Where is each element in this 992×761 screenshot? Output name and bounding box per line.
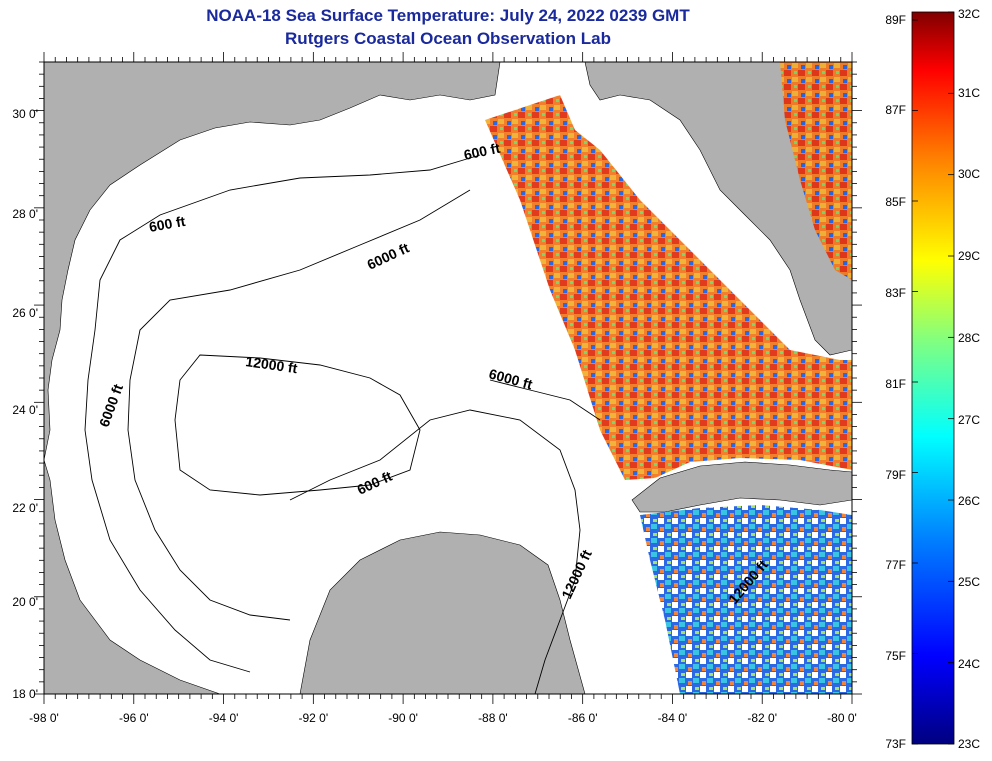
colorbar-f-label: 83F bbox=[885, 286, 906, 300]
lon-label: -88 0' bbox=[478, 711, 508, 725]
colorbar-f-label: 77F bbox=[885, 558, 906, 572]
colorbar-c-label: 27C bbox=[958, 413, 980, 427]
colorbar-c-label: 25C bbox=[958, 575, 980, 589]
lon-label: -80 0' bbox=[827, 711, 857, 725]
colorbar-c-label: 23C bbox=[958, 737, 980, 751]
lon-label: -94 0' bbox=[209, 711, 239, 725]
colorbar-f-label: 75F bbox=[885, 649, 906, 663]
lon-label: -96 0' bbox=[119, 711, 149, 725]
colorbar-f-label: 79F bbox=[885, 468, 906, 482]
lat-label: 20 0' bbox=[12, 595, 38, 609]
contour-label-600ft-north: 600 ft bbox=[462, 140, 501, 163]
colorbar-c-label: 28C bbox=[958, 331, 980, 345]
lat-label: 18 0' bbox=[12, 687, 38, 701]
colorbar-fahrenheit-labels: 89F 87F 85F 83F 81F 79F 77F 75F 73F bbox=[885, 13, 906, 751]
lat-label: 22 0' bbox=[12, 501, 38, 515]
lon-label: -98 0' bbox=[29, 711, 59, 725]
lon-label: -86 0' bbox=[568, 711, 598, 725]
colorbar-c-label: 29C bbox=[958, 249, 980, 263]
colorbar-c-label: 31C bbox=[958, 86, 980, 100]
colorbar-f-label: 85F bbox=[885, 195, 906, 209]
lon-label: -90 0' bbox=[388, 711, 418, 725]
colorbar-c-label: 30C bbox=[958, 167, 980, 181]
contour-label-12000ft-center: 12000 ft bbox=[245, 353, 299, 376]
map-subtitle: Rutgers Coastal Ocean Observation Lab bbox=[285, 29, 611, 48]
mexico-land bbox=[44, 459, 221, 694]
colorbar-f-label: 81F bbox=[885, 377, 906, 391]
colorbar-f-label: 73F bbox=[885, 737, 906, 751]
bathymetry-contours bbox=[84, 154, 601, 694]
contour-label-600ft-west: 600 ft bbox=[148, 213, 187, 235]
colorbar-c-label: 24C bbox=[958, 657, 980, 671]
colorbar-c-label: 32C bbox=[958, 7, 980, 21]
axis-ticks bbox=[34, 52, 862, 704]
florida-land bbox=[584, 62, 852, 356]
lon-label: -92 0' bbox=[298, 711, 328, 725]
lat-label: 24 0' bbox=[12, 403, 38, 417]
lat-label: 30 0' bbox=[12, 107, 38, 121]
colorbar-c-label: 26C bbox=[958, 494, 980, 508]
sst-swath-florida-east bbox=[780, 62, 852, 280]
latitude-labels: 30 0' 28 0' 26 0' 24 0' 22 0' 20 0' 18 0… bbox=[12, 107, 38, 701]
lon-label: -82 0' bbox=[747, 711, 777, 725]
lat-label: 26 0' bbox=[12, 306, 38, 320]
colorbar-celsius-labels: 32C 31C 30C 29C 28C 27C 26C 25C 24C 23C bbox=[958, 7, 980, 751]
map-title: NOAA-18 Sea Surface Temperature: July 24… bbox=[206, 6, 690, 25]
yucatan-land bbox=[299, 531, 586, 694]
colorbar bbox=[911, 11, 955, 745]
colorbar-f-label: 87F bbox=[885, 103, 906, 117]
lon-label: -84 0' bbox=[658, 711, 688, 725]
longitude-labels: -98 0' -96 0' -94 0' -92 0' -90 0' -88 0… bbox=[29, 711, 857, 725]
us-land-mass bbox=[44, 62, 501, 461]
sst-swath-north bbox=[485, 95, 852, 480]
colorbar-f-label: 89F bbox=[885, 13, 906, 27]
sst-swath-south bbox=[640, 505, 852, 694]
cuba-land bbox=[631, 461, 852, 513]
colorbar-ticks bbox=[912, 11, 954, 745]
lat-label: 28 0' bbox=[12, 207, 38, 221]
